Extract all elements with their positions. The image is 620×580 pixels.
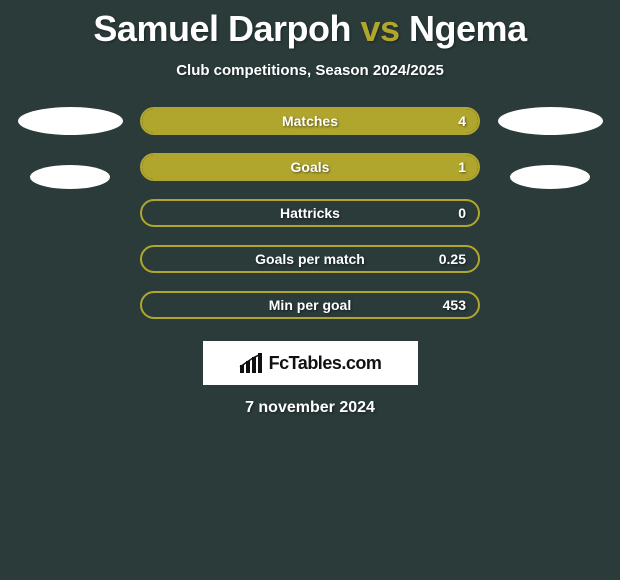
source-logo: FcTables.com <box>203 341 418 385</box>
player-left-team-badge <box>30 165 110 189</box>
stat-value: 1 <box>458 159 466 175</box>
vs-text: vs <box>360 8 399 49</box>
comparison-row: Matches 4 Goals 1 Hattricks 0 Goals per … <box>0 107 620 319</box>
player-right-name: Ngema <box>409 8 527 49</box>
subtitle: Club competitions, Season 2024/2025 <box>0 62 620 79</box>
stat-bar-goals-per-match: Goals per match 0.25 <box>140 245 480 273</box>
stat-bar-hattricks: Hattricks 0 <box>140 199 480 227</box>
player-left-name: Samuel Darpoh <box>93 8 351 49</box>
stat-bar-goals: Goals 1 <box>140 153 480 181</box>
stat-label: Goals <box>291 159 330 175</box>
stat-label: Goals per match <box>255 251 365 267</box>
stats-bars: Matches 4 Goals 1 Hattricks 0 Goals per … <box>130 107 490 319</box>
stat-label: Min per goal <box>269 297 351 313</box>
source-logo-text: FcTables.com <box>269 353 382 374</box>
stat-bar-matches: Matches 4 <box>140 107 480 135</box>
stat-label: Matches <box>282 113 338 129</box>
footer-date: 7 november 2024 <box>0 399 620 417</box>
bar-chart-icon <box>239 353 265 373</box>
stat-value: 453 <box>443 297 466 313</box>
right-avatar-column <box>490 107 610 189</box>
stat-value: 0 <box>458 205 466 221</box>
player-right-avatar <box>498 107 603 135</box>
stat-value: 4 <box>458 113 466 129</box>
left-avatar-column <box>10 107 130 189</box>
stat-label: Hattricks <box>280 205 340 221</box>
stat-value: 0.25 <box>439 251 466 267</box>
player-right-team-badge <box>510 165 590 189</box>
stat-bar-min-per-goal: Min per goal 453 <box>140 291 480 319</box>
comparison-title: Samuel Darpoh vs Ngema <box>0 0 620 50</box>
player-left-avatar <box>18 107 123 135</box>
